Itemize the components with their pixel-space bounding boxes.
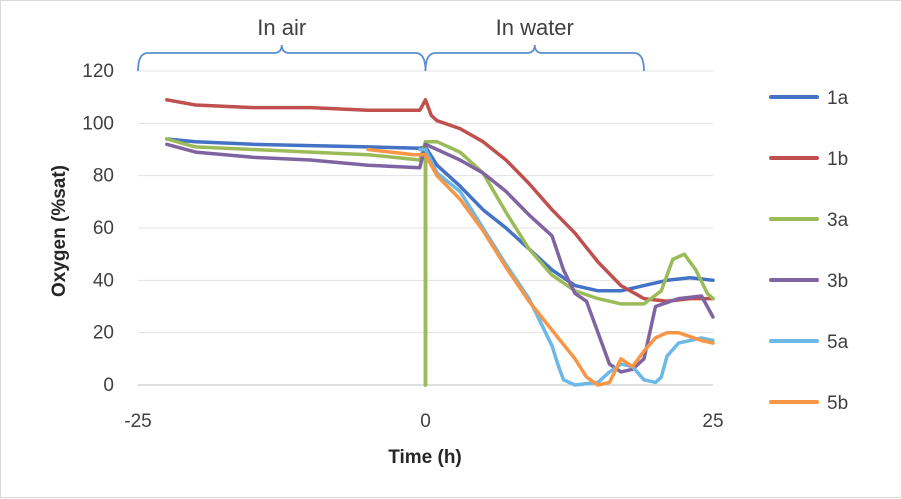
y-tick-label: 0 (103, 375, 114, 396)
y-axis-title: Oxygen (%sat) (49, 165, 70, 297)
series-lines (165, 98, 715, 387)
annotation-label: In air (257, 15, 306, 40)
y-tick-label: 60 (93, 218, 114, 239)
annotation-label: In water (496, 15, 574, 40)
x-axis-title: Time (h) (388, 447, 462, 468)
y-tick-label: 120 (82, 61, 114, 82)
legend-label: 5b (827, 393, 848, 414)
series-line-1b (165, 98, 715, 304)
series-line-3b (165, 142, 715, 374)
legend-label: 3a (827, 210, 849, 231)
x-tick-label: 0 (420, 411, 431, 432)
series-line-5a (418, 147, 715, 387)
annotation-bracket (137, 44, 427, 72)
series-line-1a (165, 137, 715, 387)
annotation-bracket (424, 44, 645, 72)
y-tick-label: 40 (93, 270, 114, 291)
series-line-5b (366, 147, 715, 387)
y-tick-labels: 0 20 40 60 80 100 120 (82, 61, 114, 396)
x-tick-labels: -25 0 25 (124, 411, 723, 432)
legend-label: 5a (827, 332, 849, 353)
y-tick-label: 80 (93, 166, 114, 187)
y-tick-label: 20 (93, 323, 114, 344)
x-tick-label: 25 (702, 411, 723, 432)
series-line-3a (165, 137, 715, 387)
x-tick-label: -25 (124, 411, 151, 432)
legend-label: 1b (827, 149, 848, 170)
legend: 1a 1b 3a 3b 5a 5b (769, 88, 849, 414)
legend-label: 1a (827, 88, 849, 109)
legend-label: 3b (827, 271, 848, 292)
annotations: In air In water (137, 15, 645, 72)
y-tick-label: 100 (82, 113, 114, 134)
